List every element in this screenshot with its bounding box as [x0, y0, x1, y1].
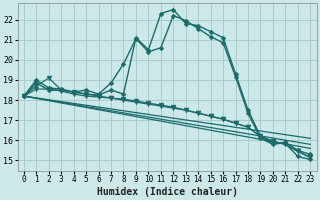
X-axis label: Humidex (Indice chaleur): Humidex (Indice chaleur)	[97, 186, 237, 197]
